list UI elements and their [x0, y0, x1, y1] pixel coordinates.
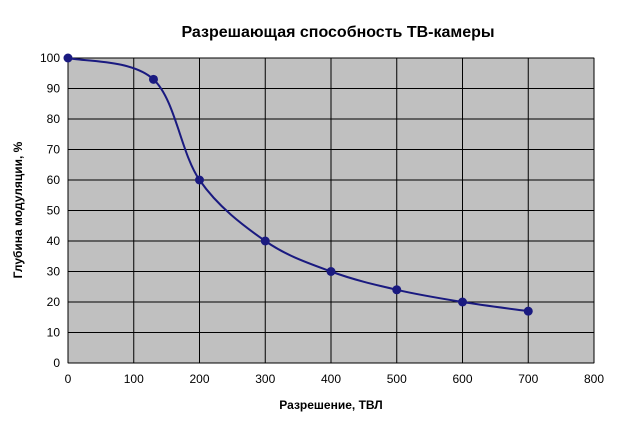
- chart-title: Разрешающая способность ТВ-камеры: [181, 24, 494, 41]
- data-point: [148, 74, 158, 84]
- x-tick-label: 500: [387, 372, 407, 386]
- y-tick-label: 20: [47, 295, 61, 309]
- x-tick-label: 100: [124, 372, 144, 386]
- data-point: [326, 267, 336, 276]
- y-tick-label: 100: [40, 51, 60, 65]
- x-tick-label: 0: [65, 372, 72, 386]
- x-tick-label: 700: [518, 372, 538, 386]
- grid-lines: [67, 57, 595, 364]
- y-tick-label: 80: [47, 112, 61, 126]
- data-point: [63, 53, 73, 63]
- data-point: [195, 175, 204, 185]
- series-markers: [63, 53, 533, 316]
- y-axis-label: Глубина модуляции, %: [11, 141, 25, 278]
- y-tick-label: 30: [47, 265, 61, 279]
- y-tick-label: 40: [47, 234, 61, 248]
- y-axis-ticks: 0 10 20 30 40 50 60 70 80 90 100: [40, 51, 60, 370]
- y-tick-label: 10: [47, 326, 61, 340]
- y-tick-label: 0: [53, 356, 60, 370]
- y-tick-label: 50: [47, 204, 61, 218]
- x-tick-label: 200: [189, 372, 209, 386]
- y-tick-label: 70: [47, 143, 61, 157]
- x-axis-ticks: 0 100 200 300 400 500 600 700 800: [65, 372, 605, 386]
- x-tick-label: 600: [452, 372, 472, 386]
- data-point: [260, 236, 270, 246]
- data-point: [523, 306, 533, 316]
- data-point: [458, 297, 467, 307]
- x-tick-label: 800: [584, 372, 604, 386]
- y-tick-label: 90: [47, 82, 61, 96]
- data-point: [392, 285, 402, 295]
- x-tick-label: 400: [321, 372, 341, 386]
- x-axis-label: Разрешение, ТВЛ: [279, 398, 382, 412]
- x-tick-label: 300: [255, 372, 275, 386]
- y-tick-label: 60: [47, 173, 61, 187]
